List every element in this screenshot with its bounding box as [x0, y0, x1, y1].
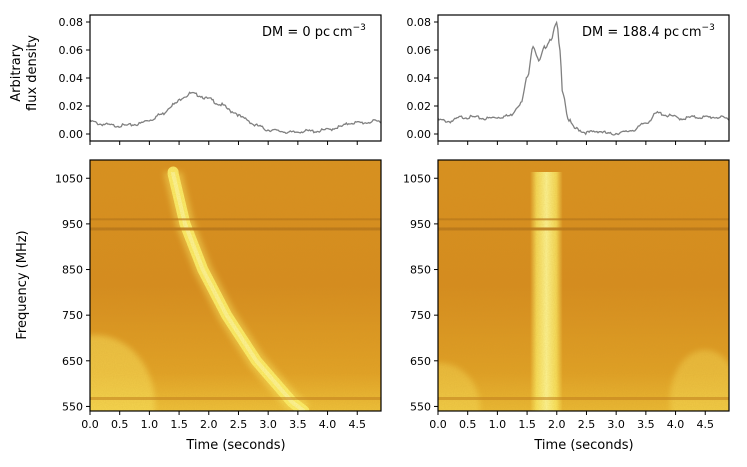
y-tick-label: 950 [410, 218, 431, 231]
plot-frame [89, 14, 382, 142]
x-tick-label: 3.0 [607, 418, 625, 431]
x-axis-label-right: Time (seconds) [533, 438, 633, 453]
y-tick-label: 0.04 [59, 72, 84, 85]
x-tick-label: 2.5 [230, 418, 248, 431]
x-tick-label: 2.0 [200, 418, 218, 431]
y-tick-label: 1050 [403, 172, 431, 185]
x-tick-label: 1.5 [170, 418, 188, 431]
flux-panel-dm0: 0.00 0.02 0.04 0.06 0.08 DM = 0 pc cm−3 Arbi… [9, 14, 382, 145]
y-tick-label: 0.00 [59, 128, 84, 141]
y-axis-label-line1: Arbitrary [9, 44, 24, 102]
y-tick-label: 0.04 [407, 72, 432, 85]
x-tick-label: 0.5 [459, 418, 477, 431]
spectrum-panel-dm188: 550 650 750 850 950 1050 0.0 0.5 1.0 1.5 2.0 2.5 3.… [403, 159, 730, 453]
dm-annotation-left: DM = 0 pc cm−3 [262, 23, 366, 40]
x-axis-label-left: Time (seconds) [185, 438, 285, 453]
y-tick-label: 0.06 [59, 44, 84, 57]
x-tick-label: 3.5 [289, 418, 307, 431]
x-tick-label: 4.0 [667, 418, 685, 431]
y-tick-label: 0.08 [407, 16, 432, 29]
dm-annotation-right: DM = 188.4 pc cm−3 [582, 23, 715, 40]
x-tick-label: 0.0 [429, 418, 447, 431]
x-tick-label: 4.5 [696, 418, 714, 431]
x-tick-label: 0.5 [111, 418, 129, 431]
y-tick-label: 0.02 [59, 100, 84, 113]
x-tick-label: 3.0 [259, 418, 277, 431]
plot-frame [89, 159, 382, 412]
x-tick-label: 0.0 [81, 418, 99, 431]
y-tick-label: 0.00 [407, 128, 432, 141]
y-tick-label: 550 [62, 400, 83, 413]
flux-series-dm0 [90, 91, 381, 134]
flux-series-dm188 [438, 20, 729, 136]
y-axis-label: Frequency (MHz) [15, 230, 30, 339]
x-tick-label: 4.5 [348, 418, 366, 431]
x-tick-label: 2.5 [578, 418, 596, 431]
y-tick-label: 0.06 [407, 44, 432, 57]
x-tick-label: 1.0 [141, 418, 159, 431]
y-tick-label: 750 [62, 309, 83, 322]
flux-panel-dm188: 0.00 0.02 0.04 0.06 0.08 DM = 188.4 pc cm−3 [407, 14, 730, 145]
y-tick-label: 650 [62, 355, 83, 368]
x-tick-label: 1.0 [489, 418, 507, 431]
y-tick-label: 750 [410, 309, 431, 322]
y-tick-label: 550 [410, 400, 431, 413]
plot-frame [437, 159, 730, 412]
plot-frame [437, 14, 730, 142]
y-tick-label: 950 [62, 218, 83, 231]
y-tick-label: 1050 [55, 172, 83, 185]
spectrum-panel-dm0: 550 650 750 850 950 1050 0.0 0.5 1.0 1.5 2.0 2.5 3.… [15, 159, 382, 453]
y-tick-label: 850 [410, 264, 431, 277]
x-tick-label: 4.0 [319, 418, 337, 431]
x-tick-label: 3.5 [637, 418, 655, 431]
y-tick-label: 0.08 [59, 16, 84, 29]
y-tick-label: 650 [410, 355, 431, 368]
x-tick-label: 2.0 [548, 418, 566, 431]
x-tick-label: 1.5 [518, 418, 536, 431]
y-axis-label-line2: flux density [25, 35, 40, 111]
noise-texture [90, 160, 381, 411]
y-tick-label: 0.02 [407, 100, 432, 113]
noise-texture [438, 160, 729, 411]
y-tick-label: 850 [62, 264, 83, 277]
